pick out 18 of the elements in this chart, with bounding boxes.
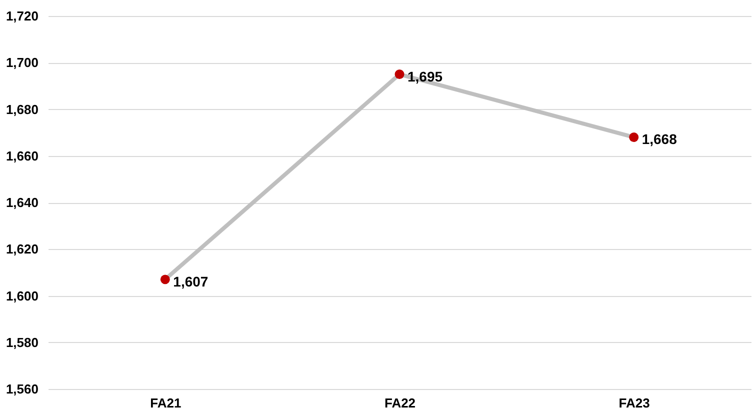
data-label: 1,668 xyxy=(642,131,678,148)
y-tick-label: 1,680 xyxy=(6,102,38,117)
point xyxy=(160,274,170,284)
y-tick-label: 1,580 xyxy=(6,334,38,350)
y-tick-label: 1,660 xyxy=(6,148,38,164)
data-label: 1,695 xyxy=(408,68,443,84)
y-tick-label: 1,620 xyxy=(6,242,38,257)
point xyxy=(629,132,639,142)
data-label: 1,607 xyxy=(173,273,208,290)
y-tick-label: 1,720 xyxy=(6,8,38,24)
y-tick-label: 1,640 xyxy=(6,195,38,210)
x-tick-label: FA23 xyxy=(618,396,650,410)
x-tick-label: FA22 xyxy=(384,396,416,410)
y-tick-label: 1,560 xyxy=(6,382,38,396)
y-tick-label: 1,600 xyxy=(6,288,38,304)
point xyxy=(394,70,404,80)
x-tick-label: FA21 xyxy=(150,396,182,410)
y-tick-label: 1,700 xyxy=(6,55,38,70)
